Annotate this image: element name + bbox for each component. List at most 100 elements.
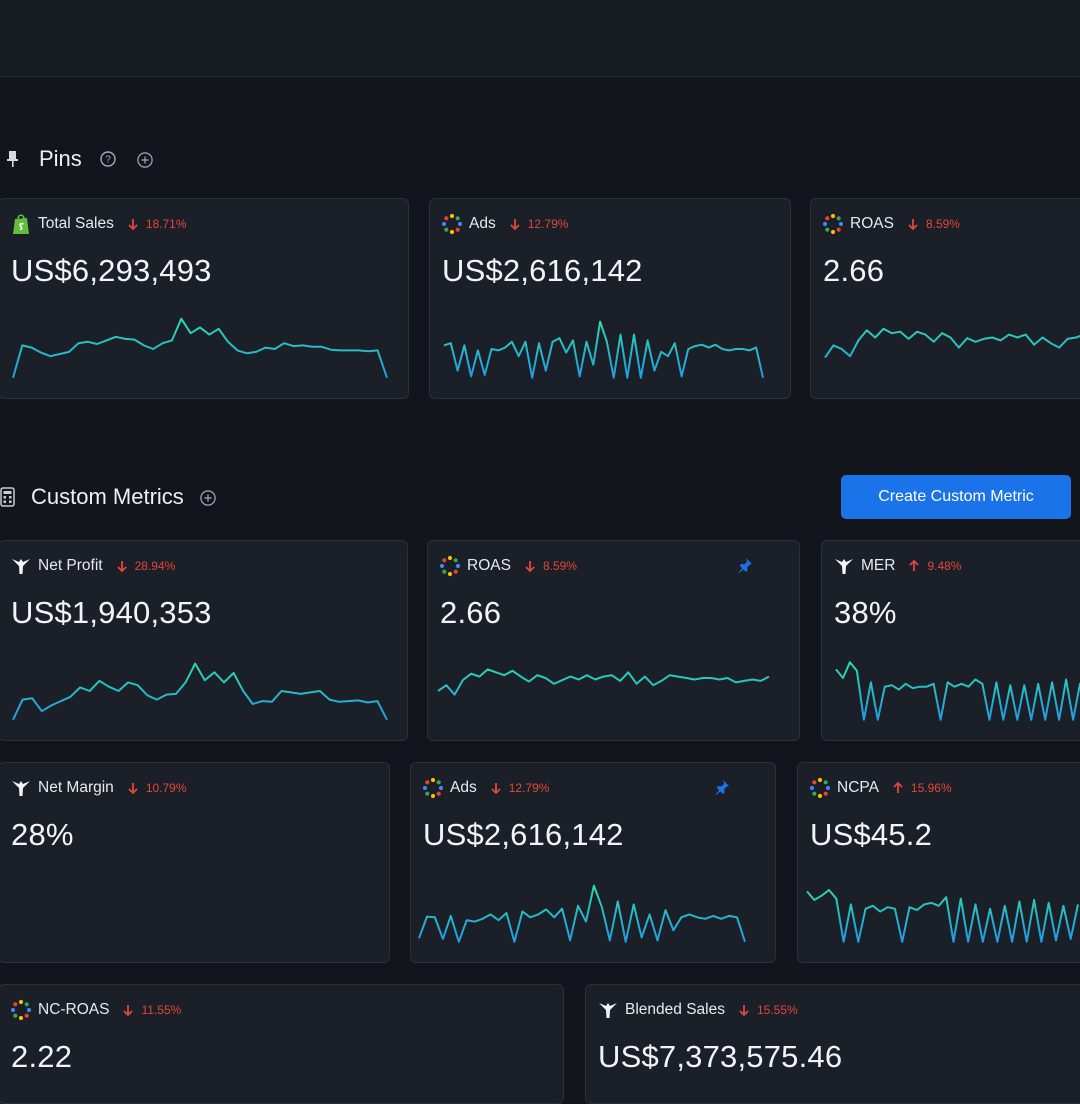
pin-card-ads[interactable]: Ads 12.79% US$2,616,142	[429, 198, 791, 399]
card-header: NC-ROAS 11.55%	[10, 999, 181, 1021]
arrow-down-icon	[508, 217, 522, 231]
sparkline-path	[835, 661, 1080, 721]
metric-name: ROAS	[850, 215, 894, 232]
sparkline	[824, 327, 1080, 359]
card-header: ROAS 8.59%	[439, 555, 577, 577]
change-percent: 15.55%	[756, 1003, 798, 1017]
ads-icon	[822, 213, 844, 235]
triple-whale-icon	[833, 555, 855, 577]
metric-card-net-margin[interactable]: Net Margin 10.79% 28%	[0, 762, 390, 963]
metric-value: US$2,616,142	[423, 817, 624, 852]
calculator-icon	[0, 487, 16, 507]
create-custom-metric-button[interactable]: Create Custom Metric	[841, 475, 1071, 519]
ads-icon	[10, 999, 32, 1021]
metric-value: 38%	[834, 595, 897, 630]
metric-name: Ads	[469, 215, 496, 232]
metric-name: Ads	[450, 779, 477, 796]
arrow-down-icon	[126, 217, 140, 231]
change-percent: 9.48%	[927, 559, 962, 573]
sparkline	[12, 662, 388, 721]
pin-icon	[6, 150, 20, 168]
metric-card-ncpa[interactable]: NCPA 15.96% US$45.2	[797, 762, 1080, 963]
sparkline-path	[418, 884, 746, 943]
metric-value: US$45.2	[810, 817, 933, 852]
trend-indicator: 15.55%	[737, 1003, 798, 1017]
triple-whale-icon	[10, 555, 32, 577]
card-header: Total Sales 18.71%	[10, 213, 187, 235]
sparkline-path	[437, 668, 770, 696]
trend-indicator: 18.71%	[126, 217, 187, 231]
arrow-up-icon	[891, 781, 905, 795]
metric-name: NC-ROAS	[38, 1001, 110, 1018]
sparkline	[806, 889, 1079, 943]
custom-metrics-header: Custom Metrics	[0, 484, 216, 510]
arrow-down-icon	[121, 1003, 135, 1017]
svg-text:?: ?	[105, 155, 111, 166]
pinned-icon[interactable]	[737, 557, 753, 573]
trend-indicator: 12.79%	[489, 781, 549, 795]
add-metric-icon[interactable]	[200, 489, 216, 506]
trend-indicator: 8.59%	[906, 217, 960, 231]
arrow-down-icon	[523, 559, 537, 573]
arrow-down-icon	[126, 781, 140, 795]
metric-name: MER	[861, 557, 896, 574]
ads-icon	[422, 777, 444, 799]
card-header: Ads 12.79%	[441, 213, 568, 235]
sparkline	[12, 317, 388, 379]
ads-icon	[439, 555, 461, 577]
change-percent: 12.79%	[527, 217, 569, 231]
sparkline-path	[443, 320, 764, 379]
metric-value: 28%	[11, 817, 74, 852]
metric-value: US$6,293,493	[11, 253, 212, 288]
triple-whale-icon	[597, 999, 619, 1021]
pin-card-roas[interactable]: ROAS 8.59% 2.66	[810, 198, 1080, 399]
metric-value: 2.22	[11, 1039, 73, 1074]
shopify-icon	[10, 213, 32, 235]
change-percent: 11.55%	[141, 1003, 182, 1017]
sparkline-path	[806, 889, 1079, 943]
metric-value: 2.66	[823, 253, 885, 288]
metric-value: US$2,616,142	[442, 253, 643, 288]
metric-card-net-profit[interactable]: Net Profit 28.94% US$1,940,353	[0, 540, 408, 741]
metric-name: Net Profit	[38, 557, 103, 574]
trend-indicator: 11.55%	[121, 1003, 181, 1017]
sparkline	[835, 661, 1080, 721]
metric-value: US$7,373,575.46	[598, 1039, 843, 1074]
trend-indicator: 12.79%	[508, 217, 569, 231]
metric-name: Total Sales	[38, 215, 114, 232]
metric-card-roas[interactable]: ROAS 8.59% 2.66	[427, 540, 800, 741]
metric-name: Blended Sales	[625, 1001, 725, 1018]
help-icon[interactable]: ?	[100, 151, 116, 167]
pins-title: Pins	[39, 146, 82, 171]
metric-value: US$1,940,353	[11, 595, 212, 630]
metric-card-nc-roas[interactable]: NC-ROAS 11.55% 2.22	[0, 984, 564, 1104]
metric-name: NCPA	[837, 779, 879, 796]
change-percent: 8.59%	[542, 559, 577, 573]
top-bar	[0, 0, 1080, 77]
metric-card-mer[interactable]: MER 9.48% 38%	[821, 540, 1080, 741]
metric-card-ads[interactable]: Ads 12.79% US$2,616,142	[410, 762, 776, 963]
sparkline-path	[12, 317, 388, 379]
ads-icon	[809, 777, 831, 799]
change-percent: 8.59%	[925, 217, 960, 231]
card-header: Net Profit 28.94%	[10, 555, 175, 577]
trend-indicator: 9.48%	[907, 559, 961, 573]
pins-header: Pins ?	[6, 146, 153, 172]
change-percent: 18.71%	[145, 217, 187, 231]
card-header: NCPA 15.96%	[809, 777, 952, 799]
card-header: ROAS 8.59%	[822, 213, 960, 235]
triple-whale-icon	[10, 777, 32, 799]
sparkline	[437, 668, 770, 696]
trend-indicator: 8.59%	[523, 559, 577, 573]
change-percent: 28.94%	[134, 559, 176, 573]
trend-indicator: 10.79%	[126, 781, 187, 795]
sparkline	[443, 320, 764, 379]
trend-indicator: 28.94%	[115, 559, 176, 573]
metric-name: Net Margin	[38, 779, 114, 796]
pin-card-total-sales[interactable]: Total Sales 18.71% US$6,293,493	[0, 198, 409, 399]
pinned-icon[interactable]	[714, 779, 730, 795]
metric-card-blended-sales[interactable]: Blended Sales 15.55% US$7,373,575.46	[585, 984, 1080, 1104]
arrow-down-icon	[737, 1003, 751, 1017]
add-pin-icon[interactable]	[137, 151, 153, 168]
metric-value: 2.66	[440, 595, 502, 630]
